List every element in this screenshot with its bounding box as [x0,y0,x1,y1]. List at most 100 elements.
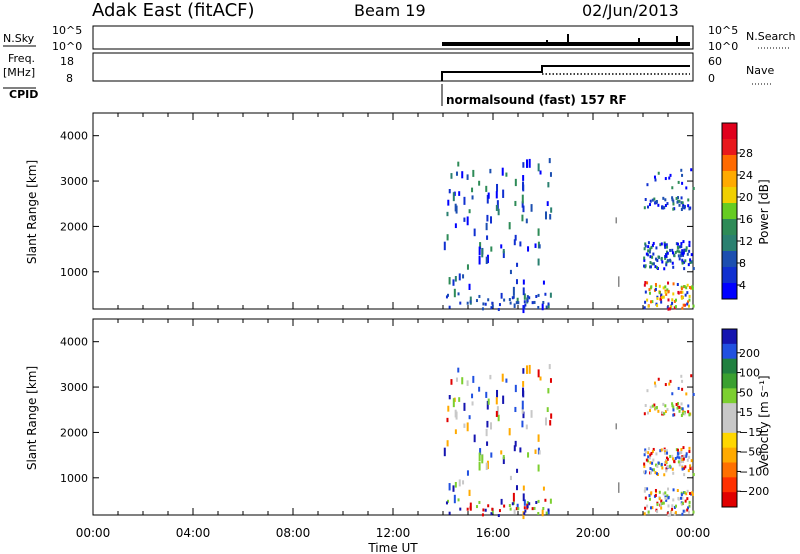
velocity-echo [686,458,689,462]
velocity-echo [643,412,646,416]
velocity-colorbar-tick-label: −50 [739,446,762,459]
velocity-echo [462,480,465,485]
power-echo [647,249,650,253]
velocity-echo [466,422,469,432]
power-echo [495,204,498,211]
power-echo [651,255,654,259]
power-echo [644,198,647,202]
velocity-echo [688,413,691,417]
velocity-echo [523,506,526,510]
velocity-echo [678,463,681,467]
velocity-echo [503,504,506,508]
power-echo [486,235,489,240]
power-colorbar-segment [722,267,737,284]
velocity-echo [521,420,524,428]
velocity-echo [448,483,451,491]
power-echo [686,252,689,256]
power-echo [683,260,686,264]
velocity-echo [541,509,544,517]
power-echo [481,307,484,311]
power-echo [508,222,511,230]
power-echo [680,245,683,249]
velocity-echo [522,390,525,398]
power-ytick-label: 2000 [60,220,88,233]
velocity-echo [485,391,488,398]
velocity-echo [688,450,691,454]
beam-title: Beam 19 [354,1,426,20]
power-echo [688,249,691,253]
power-echo [681,206,684,210]
power-echo [665,292,668,296]
power-echo [537,293,540,297]
power-echo [526,295,529,299]
power-echo [685,246,688,250]
velocity-echo [514,384,517,393]
velocity-echo [645,458,648,462]
velocity-echo [548,364,551,370]
velocity-echo [472,375,475,383]
velocity-echo [469,506,472,510]
power-echo [468,209,471,214]
power-echo [687,204,690,208]
velocity-echo [521,407,524,414]
velocity-echo [485,462,488,471]
power-echo [519,241,522,247]
power-echo [509,269,512,275]
velocity-echo [649,453,652,457]
velocity-echo [475,505,478,509]
velocity-echo [466,507,469,511]
power-echo [541,303,544,311]
power-echo [671,196,674,200]
date-title: 02/Jun/2013 [582,1,679,20]
power-echo [660,293,663,297]
power-echo [486,214,489,222]
velocity-echo [643,512,646,516]
velocity-echo [680,374,683,378]
power-echo [524,303,527,307]
power-echo [669,305,672,309]
velocity-echo [691,493,694,497]
velocity-echo [454,481,457,488]
velocity-echo [643,462,646,466]
velocity-echo [665,467,668,471]
power-echo [661,295,664,299]
velocity-echo [677,402,680,406]
power-echo [673,254,676,258]
velocity-echo [538,450,541,455]
power-colorbar-segment [722,251,737,268]
velocity-echo [505,378,508,383]
power-echo [654,178,657,182]
velocity-echo [685,452,688,456]
power-echo [666,251,669,255]
power-echo [522,205,525,213]
velocity-echo [524,509,527,513]
power-echo [683,248,686,252]
power-echo [683,206,686,210]
power-echo [458,273,461,281]
power-echo [643,256,646,260]
power-echo [666,245,669,249]
power-echo [660,297,663,301]
velocity-echo [677,452,680,456]
velocity-echo [468,489,471,496]
velocity-echo [478,461,481,471]
velocity-echo [542,506,545,510]
power-echo [457,161,460,167]
velocity-echo [547,388,550,394]
power-echo [522,287,525,296]
power-echo [647,253,650,257]
velocity-colorbar-segment [722,388,737,404]
power-echo [678,203,681,207]
power-echo [659,243,662,247]
velocity-echo [687,510,690,514]
power-echo [676,200,679,204]
power-echo [666,288,669,292]
x-tick-label: 04:00 [176,526,211,540]
velocity-echo [687,410,690,414]
velocity-echo [664,491,667,495]
velocity-echo [665,449,668,453]
velocity-echo [516,468,519,473]
velocity-echo [486,460,489,470]
power-echo [523,306,526,310]
power-echo [497,208,500,216]
